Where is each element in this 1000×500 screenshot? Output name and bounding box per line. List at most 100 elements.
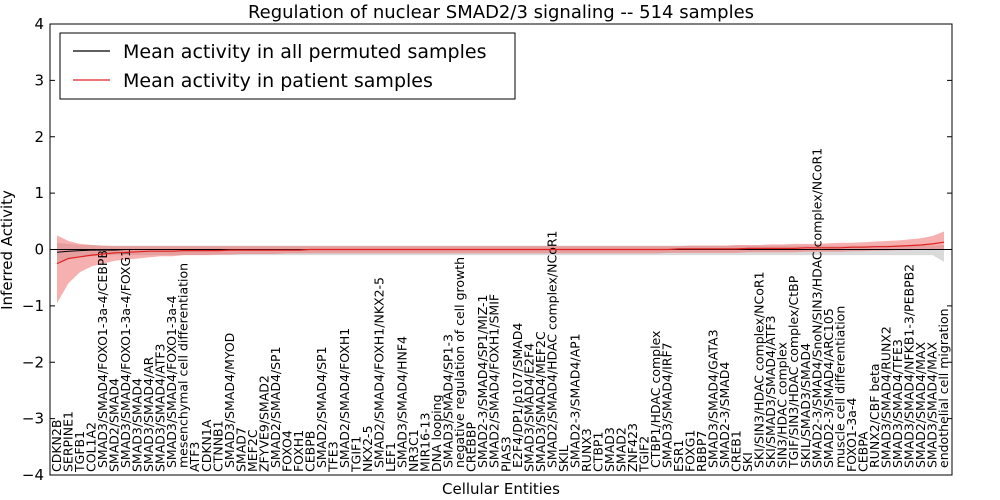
category-label: SMAD2-3/SMAD4/SP1/MIZ-1 [475,295,490,469]
plot-frame [49,23,953,476]
category-label: negative regulation of cell growth [452,257,467,468]
category-label: muscle cell differentiation [832,306,847,468]
category-label: SMAD3/SMAD4/MYOD [222,333,237,468]
category-label: SMAD3/SMAD4/MAX [924,342,939,468]
category-label: CTBP1/HDAC complex [648,331,663,468]
line-patient [56,241,945,265]
category-label: RUNX3 [579,428,594,472]
chart-title: Regulation of nuclear SMAD2/3 signaling … [248,2,754,23]
category-label: LEF1 [383,442,398,472]
category-label: SMAD3/SMAD4/NFKB1-3/PEBPB2 [901,264,916,468]
category-label: SMAD3/SMAD4/E2F4 [521,343,536,472]
y-tick-label: −4 [22,466,44,484]
category-label: SKI/SMAD3/SMAD4/ATF3 [763,315,778,468]
y-tick-label: −1 [22,297,44,315]
category-label: COL1A2 [84,422,99,472]
category-label: MEF2C [245,429,260,472]
category-label: SMAD2-3/SMAD4/ARC105 [821,308,836,468]
category-label: SMAD2-3/SMAD4 [717,362,732,468]
category-label: NR3C1 [406,429,421,472]
category-label: mesenchymal cell differentiation [176,263,191,468]
category-label: MIR16-13 [418,413,433,472]
category-label: SMAD3/SMAD4/FOXO1-3a-4/CEBPB [95,250,110,468]
category-label: SMAD2/SMAD4/MAX [913,342,928,468]
y-axis-label: Inferred Activity [0,190,16,310]
category-label: CDKN1A [199,419,214,472]
category-label: SMAD3/SMAD4/FOXO1-3a-4 [164,295,179,468]
category-label: TGFB1 [72,431,87,473]
category-label: FOXO1-3a-4 [844,398,859,472]
category-label: SMAD2/SMAD4/FOXH1/NKX2-5 [372,277,387,468]
category-label: SKIL [556,445,571,472]
category-label: CTNNB1 [210,420,225,472]
category-label: SMAD3/SMAD4/IRF7 [660,342,675,468]
category-label: ZFYVE9/SMAD2 [256,375,271,472]
category-label: SKI [740,452,755,472]
category-label: SMAD3/SMAD4/AR [141,356,156,472]
category-label: SMAD2/SMAD4/FOXH1/SMIF [487,294,502,468]
category-label: TGIF/SIN3/HDAC complex/CtBP [786,275,801,469]
category-label: ESR1 [671,440,686,472]
category-label: SMAD2-3/SMAD4/SnoN/SIN3/HDAC complex/NCo… [809,148,824,468]
y-tick-label: 1 [34,184,44,202]
category-label: CREB1 [729,430,744,472]
activity-lines [50,241,952,265]
y-axis: −4 −3 −2 −1 0 1 2 3 4 [22,15,952,484]
category-label: SKI/SIN3/HDAC complex/NCoR1 [752,271,767,468]
category-label: SMAD3/SMAD4/GATA3 [706,329,721,468]
category-label: SMAD2/SMAD4/SP1 [314,346,329,468]
category-label: SMAD2 [613,427,628,472]
category-label: TFE3 [325,441,340,473]
y-tick-label: 3 [34,71,44,89]
legend-box [59,32,516,100]
legend: Mean activity in all permuted samples Me… [59,32,516,100]
category-label: NKX2-5 [360,425,375,472]
category-label: FOXG1 [683,430,698,472]
legend-label-patient: Mean activity in patient samples [123,70,433,92]
y-tick-label: 0 [34,241,44,259]
category-label: TGIF1 [349,436,364,473]
category-label: TGIF2 [636,436,651,473]
y-tick-label: −3 [22,410,44,428]
category-label: CTBP1 [590,432,605,472]
category-label: SMAD3/SMAD4/TFE3 [890,339,905,468]
category-label: SMAD3/SMAD4/MEF2C [533,331,548,472]
category-label: SERPINE1 [61,411,76,472]
category-label: CEBPB [302,431,317,472]
category-label: SIN3/HDAC complex [775,342,790,468]
x-axis-label: Cellular Entities [442,480,560,498]
category-label: endothelial cell migration [936,308,951,468]
category-label: SMAD2/SMAD4/HDAC complex/NCoR1 [544,230,559,468]
category-label: SMAD3 [602,427,617,472]
category-label: E2F4/DP1/p107/SMAD4 [510,323,525,468]
legend-label-permuted: Mean activity in all permuted samples [123,41,486,63]
category-label: FOXO4 [279,430,294,472]
category-label: CDKN2B [49,420,64,472]
category-label: SMAD3/SMAD4/ATF3 [153,344,168,472]
category-label: CREBBP [464,422,479,472]
category-label: SMAD3/SMAD4/SP1-3 [441,334,456,468]
category-label: RBBP7 [694,431,709,472]
y-tick-label: 2 [34,128,44,146]
category-label: SMAD3/SMAD4/HNF4 [395,336,410,468]
category-label: SMAD2/SMAD4 [107,378,122,472]
category-label: PIAS3 [498,436,513,472]
category-label: FOXH1 [291,430,306,472]
category-label: RUNX2/CBF beta [867,363,882,468]
y-tick-label: 4 [34,15,44,33]
category-label: SMAD2-3/SMAD4/AP1 [567,333,582,468]
category-labels: CDKN2BSERPINE1TGFB1COL1A2SMAD3/SMAD4/FOX… [49,148,951,473]
category-label: SMAD3/SMAD4 [130,378,145,472]
category-label: SMAD7 [233,427,248,472]
category-label: CEBPA [855,431,870,472]
y-tick-label: −2 [22,353,44,371]
category-label: ATF3 [187,442,202,472]
category-label: ZNF423 [625,423,640,472]
category-label: SMAD3/SMAD4/RUNX2 [878,326,893,468]
category-label: DNA looping [429,394,444,472]
category-label: SMAD2/SMAD4/FOXH1 [337,328,352,468]
category-label: SMAD2/SMAD4/SP1 [268,346,283,468]
category-label: SMAD3/SMAD4/FOXO1-3a-4/FOXG1 [118,249,133,468]
category-label: SKIL/SMAD3/SMAD4 [798,343,813,468]
